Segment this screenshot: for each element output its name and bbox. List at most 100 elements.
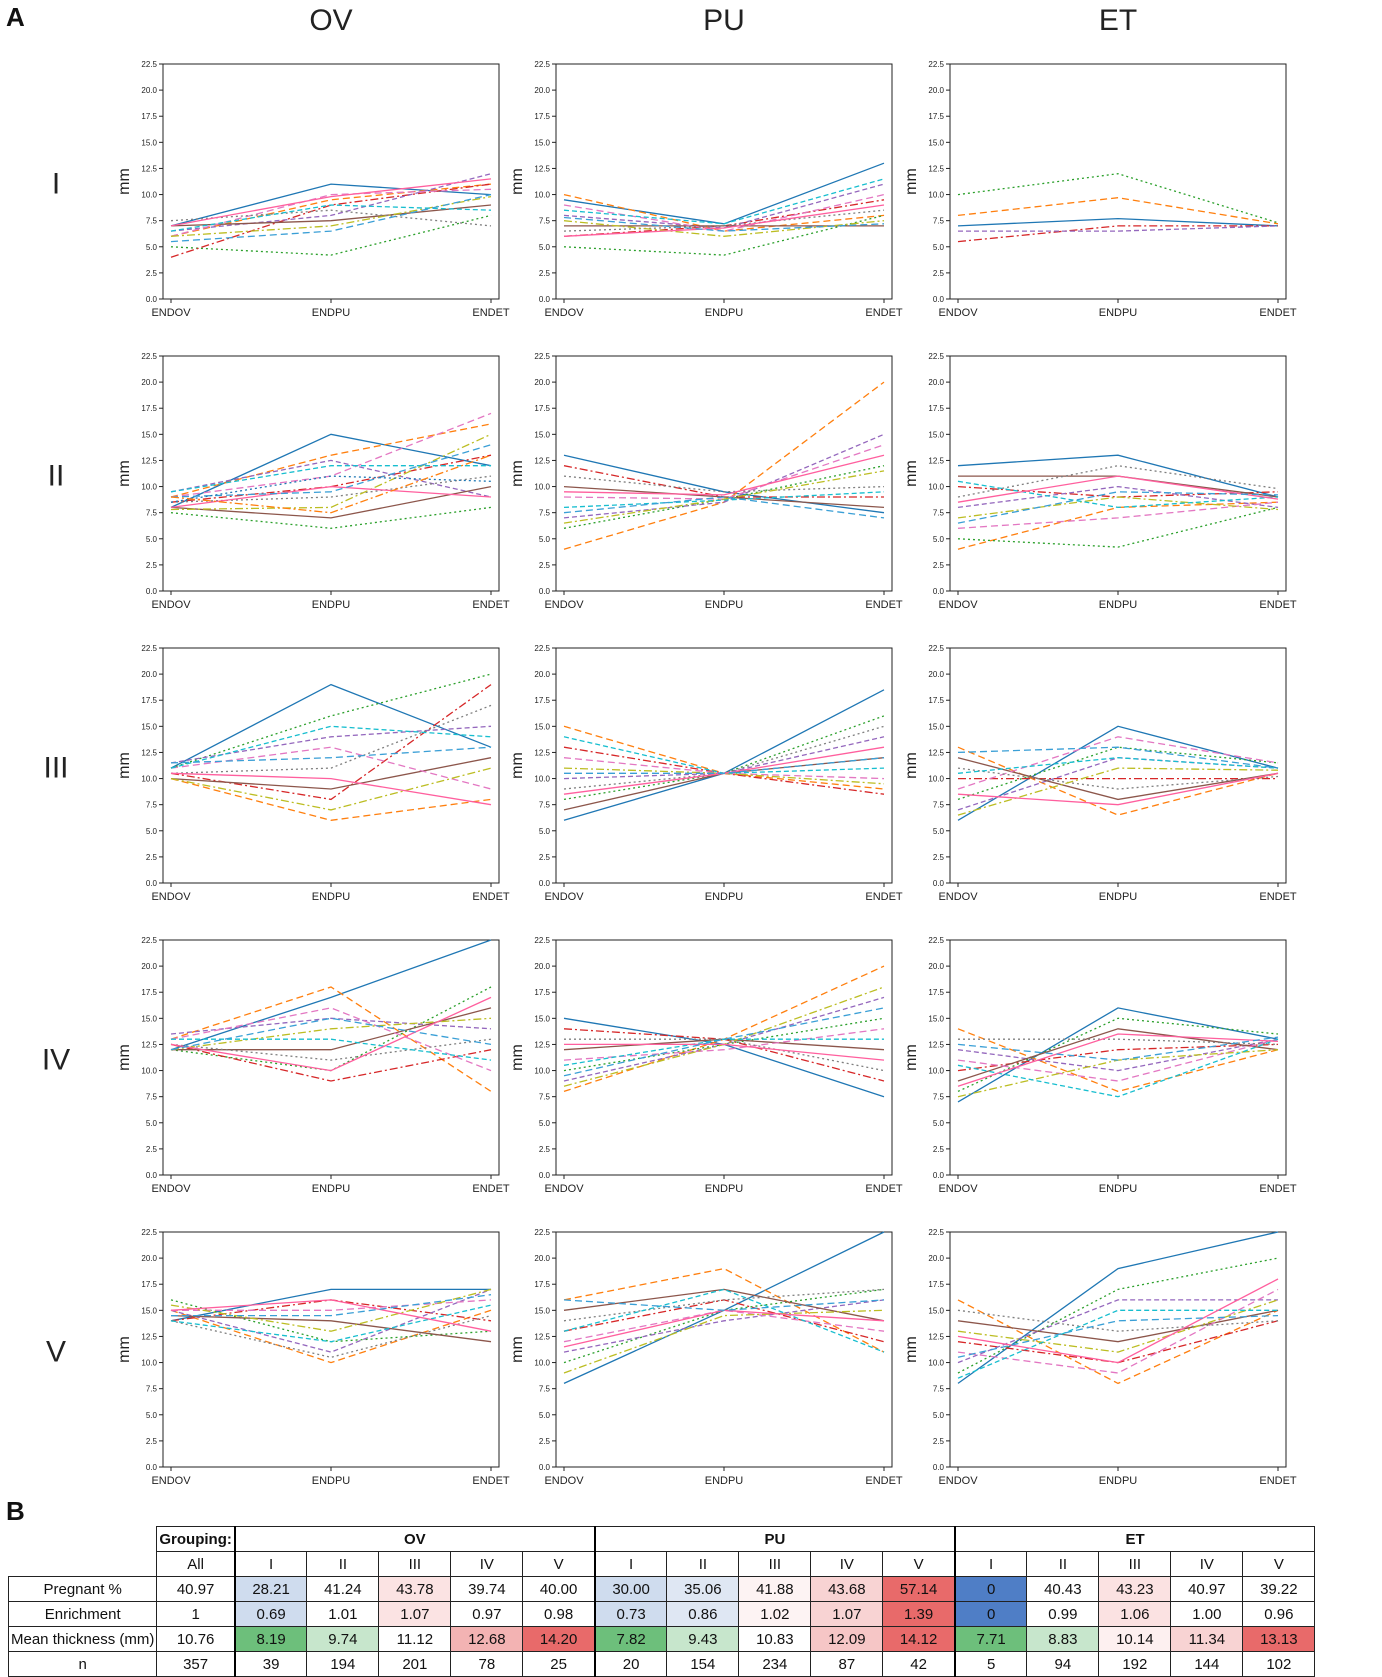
x-tick-label: ENDOV xyxy=(151,1475,191,1487)
series-line xyxy=(170,1304,492,1343)
column-header: I xyxy=(593,1551,668,1577)
y-tick-label: 20.0 xyxy=(534,962,550,971)
y-tick-label: 5.0 xyxy=(933,535,945,544)
y-tick-label: 17.5 xyxy=(534,988,550,997)
subplot-et-i: 0.0 2.5 5.0 7.5 10.0 12.5 15.0 17.5 20.0 22.5 mm EN… xyxy=(903,60,1297,319)
y-tick-label: 12.5 xyxy=(141,164,157,173)
table-blank-cell xyxy=(9,1527,157,1552)
series-line xyxy=(171,1294,492,1317)
series-line xyxy=(563,1299,885,1353)
table-cell: 1.06 xyxy=(1098,1601,1172,1627)
series-line xyxy=(563,746,885,795)
y-tick-label: 0.0 xyxy=(146,1171,158,1180)
series-line xyxy=(170,193,492,243)
x-tick-label: ENDPU xyxy=(312,1475,351,1487)
plot-frame xyxy=(555,1231,893,1468)
series-line xyxy=(957,767,1279,790)
y-tick-label: 0.0 xyxy=(539,1171,551,1180)
x-tick-label: ENDOV xyxy=(151,1183,191,1195)
x-tick-label: ENDPU xyxy=(1099,599,1138,611)
y-axis-label: mm xyxy=(116,752,133,779)
column-header: I xyxy=(953,1551,1028,1577)
table-cell: 0.96 xyxy=(1242,1601,1316,1627)
series-line xyxy=(170,423,492,498)
y-tick-label: 10.0 xyxy=(928,483,944,492)
series-line xyxy=(957,1314,1279,1358)
subplot-et-v: 0.0 2.5 5.0 7.5 10.0 12.5 15.0 17.5 20.0 22.5 mm EN… xyxy=(903,1228,1297,1487)
y-tick-label: 7.5 xyxy=(146,1385,158,1394)
plot-frame xyxy=(555,939,893,1176)
series-line xyxy=(957,1033,1279,1087)
x-tick-label: ENDPU xyxy=(312,599,351,611)
x-tick-label: ENDPU xyxy=(1099,891,1138,903)
table-cell: 94 xyxy=(1026,1651,1100,1677)
y-tick-label: 2.5 xyxy=(146,561,158,570)
x-tick-label: ENDOV xyxy=(151,891,191,903)
y-tick-label: 12.5 xyxy=(534,1040,550,1049)
series-line xyxy=(563,1288,885,1322)
series-line xyxy=(170,1299,492,1332)
y-tick-label: 15.0 xyxy=(141,430,157,439)
series-line xyxy=(170,475,492,503)
y-tick-label: 22.5 xyxy=(534,60,550,69)
table-cell: 12.68 xyxy=(450,1626,524,1652)
y-tick-label: 0.0 xyxy=(933,1171,945,1180)
series-line xyxy=(170,1309,492,1364)
y-tick-label: 2.5 xyxy=(933,1437,945,1446)
table-cell: 39.22 xyxy=(1242,1576,1316,1602)
y-tick-label: 17.5 xyxy=(928,404,944,413)
y-tick-label: 22.5 xyxy=(141,60,157,69)
series-line xyxy=(563,1038,884,1066)
table-cell: 194 xyxy=(306,1651,380,1677)
series-line xyxy=(170,485,492,519)
series-line xyxy=(957,1309,1279,1332)
y-tick-label: 2.5 xyxy=(146,1437,158,1446)
series-line xyxy=(563,1309,885,1374)
series-line xyxy=(563,214,885,256)
y-tick-label: 20.0 xyxy=(141,1254,157,1263)
y-tick-label: 0.0 xyxy=(933,587,945,596)
y-tick-label: 20.0 xyxy=(928,1254,944,1263)
subplot-ov-v: 0.0 2.5 5.0 7.5 10.0 12.5 15.0 17.5 20.0 22.5 mm EN… xyxy=(116,1228,510,1487)
line-chart-grid: OV PU ETIIIIIIIVV0.02.55.07.510.012.515.01… xyxy=(42,4,1297,1487)
plot-frame xyxy=(162,1231,500,1468)
series-line xyxy=(170,986,492,1092)
table-cell: 40.00 xyxy=(522,1576,596,1602)
series-line xyxy=(171,1038,492,1061)
series-line xyxy=(563,470,885,524)
y-tick-label: 7.5 xyxy=(146,217,158,226)
table-cell: 43.78 xyxy=(378,1576,452,1602)
x-tick-label: ENDPU xyxy=(1099,1475,1138,1487)
row-label-v: V xyxy=(46,1336,66,1369)
x-tick-label: ENDPU xyxy=(312,307,351,319)
table-cell: 30.00 xyxy=(593,1576,668,1602)
y-tick-label: 0.0 xyxy=(146,879,158,888)
series-line xyxy=(170,1007,492,1072)
y-tick-label: 15.0 xyxy=(534,1306,550,1315)
y-tick-label: 15.0 xyxy=(141,722,157,731)
y-tick-label: 15.0 xyxy=(534,430,550,439)
x-tick-label: ENDET xyxy=(1259,307,1297,319)
y-tick-label: 2.5 xyxy=(933,1145,945,1154)
y-tick-label: 5.0 xyxy=(146,535,158,544)
series-line xyxy=(563,1231,885,1384)
y-tick-label: 7.5 xyxy=(933,217,945,226)
grouping-label: Grouping: xyxy=(156,1526,236,1552)
x-tick-label: ENDOV xyxy=(938,1475,978,1487)
y-tick-label: 12.5 xyxy=(534,748,550,757)
x-tick-label: ENDPU xyxy=(705,891,744,903)
table-cell: 0.98 xyxy=(522,1601,596,1627)
column-header: II xyxy=(1026,1551,1100,1577)
plot-frame xyxy=(949,1231,1287,1468)
row-label: Mean thickness (mm) xyxy=(7,1626,158,1652)
subplot-pu-ii: 0.0 2.5 5.0 7.5 10.0 12.5 15.0 17.5 20.0 22.5 mm EN… xyxy=(509,352,903,611)
y-tick-label: 0.0 xyxy=(146,1463,158,1472)
y-tick-label: 15.0 xyxy=(534,722,550,731)
y-axis-label: mm xyxy=(903,752,920,779)
x-tick-label: ENDET xyxy=(472,1183,510,1195)
series-line xyxy=(564,757,885,774)
y-tick-label: 22.5 xyxy=(534,1228,550,1237)
series-line xyxy=(170,178,492,227)
table-cell: 43.68 xyxy=(810,1576,884,1602)
series-line xyxy=(957,767,1279,816)
